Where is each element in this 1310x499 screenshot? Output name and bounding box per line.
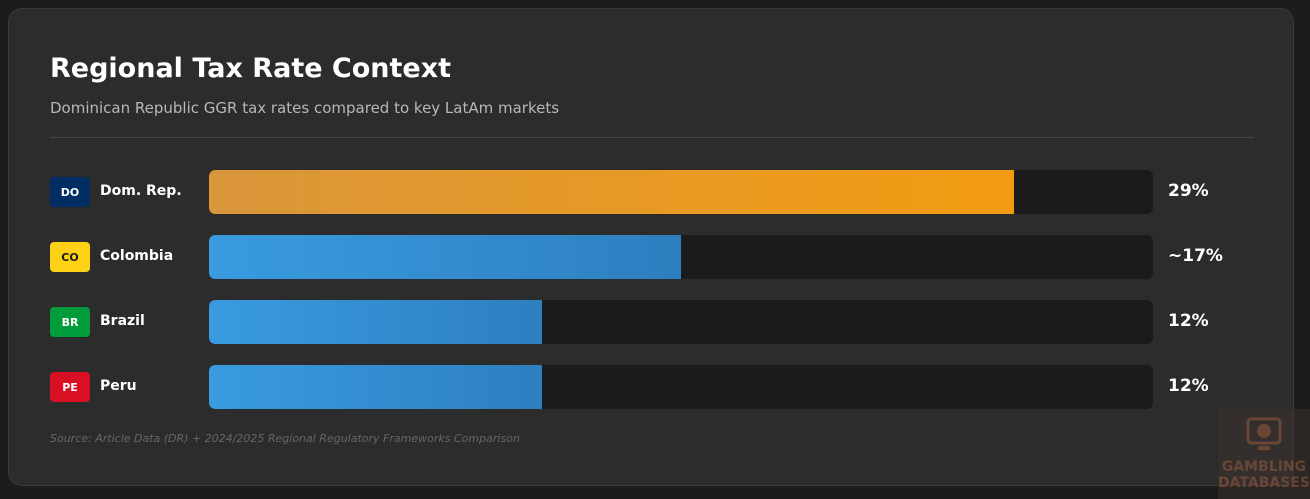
bar-track [209, 235, 1153, 279]
country-badge: CO [50, 242, 90, 272]
category-label: Colombia [100, 248, 174, 264]
bar [209, 170, 1015, 214]
value-label: 12% [1168, 376, 1209, 396]
category-label: Brazil [100, 313, 145, 329]
bar [209, 235, 681, 279]
watermark-icon [1246, 417, 1282, 450]
country-badge: PE [50, 372, 90, 402]
chart-title: Regional Tax Rate Context [50, 53, 452, 84]
bar-track [209, 300, 1153, 344]
bar [209, 300, 543, 344]
country-badge: DO [50, 177, 90, 207]
value-label: 12% [1168, 311, 1209, 331]
bar-track [209, 170, 1153, 214]
bar-track [209, 365, 1153, 409]
country-badge: BR [50, 307, 90, 337]
value-label: 29% [1168, 181, 1209, 201]
watermark-line: GAMBLING [1221, 459, 1307, 475]
bar [209, 365, 543, 409]
divider [50, 137, 1254, 138]
watermark: GAMBLING DATABASES [1218, 409, 1310, 499]
category-label: Peru [100, 378, 137, 394]
card: Regional Tax Rate Context Dominican Repu… [8, 8, 1294, 486]
source-note: Source: Article Data (DR) + 2024/2025 Re… [50, 432, 520, 445]
chart-subtitle: Dominican Republic GGR tax rates compare… [50, 99, 560, 117]
category-label: Dom. Rep. [100, 183, 182, 199]
watermark-line: DATABASES [1218, 475, 1310, 491]
value-label: ~17% [1168, 246, 1223, 266]
